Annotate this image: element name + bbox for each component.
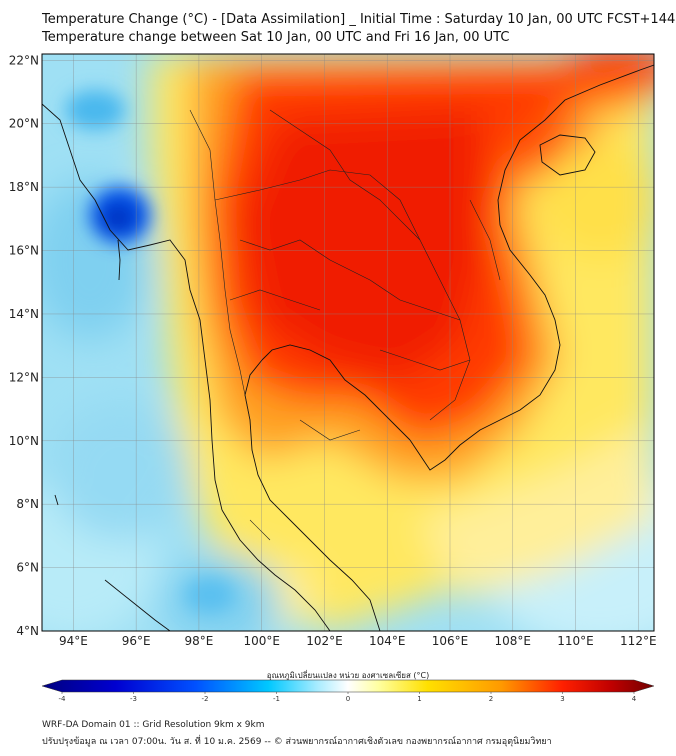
lon-tick-label: 100°E (243, 634, 280, 648)
lat-tick-label: 20°N (9, 117, 39, 131)
lon-tick-label: 102°E (306, 634, 343, 648)
graticule (42, 54, 654, 631)
colorbar-tick-label: -4 (59, 695, 67, 703)
lat-tick-label: 18°N (9, 180, 39, 194)
lon-tick-label: 112°E (620, 634, 657, 648)
lon-tick-label: 110°E (557, 634, 594, 648)
lon-tick-label: 108°E (495, 634, 532, 648)
lat-tick-label: 10°N (9, 434, 39, 448)
country-borders (189, 109, 501, 541)
lat-tick-label: 12°N (9, 370, 39, 384)
coastlines (42, 64, 654, 631)
map-title: Temperature Change (°C) - [Data Assimila… (42, 12, 676, 27)
lon-tick-label: 96°E (122, 634, 151, 648)
footer-model-info: WRF-DA Domain 01 :: Grid Resolution 9km … (42, 720, 265, 730)
lat-tick-label: 6°N (16, 561, 39, 575)
lat-tick-label: 4°N (16, 624, 39, 638)
lon-tick-label: 94°E (59, 634, 88, 648)
colorbar-tick-labels: -4 -3 -2 -1 0 1 2 3 4 (59, 692, 637, 703)
colorbar-title: อุณหภูมิเปลี่ยนแปลง หน่วย องศาเซลเซียส (… (267, 669, 429, 681)
lat-tick-label: 14°N (9, 307, 39, 321)
colorbar-tick-label: 3 (560, 695, 564, 703)
lon-tick-label: 98°E (184, 634, 213, 648)
colorbar-tick-label: -2 (202, 695, 209, 703)
colorbar-tick-label: 1 (417, 695, 421, 703)
lon-tick-label: 104°E (369, 634, 406, 648)
colorbar-tick-label: 2 (489, 695, 493, 703)
lon-tick-label: 106°E (432, 634, 469, 648)
temperature-change-map: 94°E 96°E 98°E 100°E 102°E 104°E 106°E 108°E 110… (9, 53, 657, 703)
footer-credits: ปรับปรุงข้อมูล ณ เวลา 07:00น. วัน ส. ที่… (42, 737, 552, 747)
colorbar-tick-label: -1 (273, 695, 280, 703)
map-subtitle: Temperature change between Sat 10 Jan, 0… (42, 30, 510, 45)
colorbar-tick-label: 4 (632, 695, 637, 703)
lat-tick-label: 8°N (16, 497, 39, 511)
latitude-tick-labels: 22°N 20°N 18°N 16°N 14°N 12°N 10°N 8°N 6°N 4°N (9, 53, 39, 638)
colorbar-tick-label: 0 (346, 695, 350, 703)
map-frame (41, 53, 655, 632)
lat-tick-label: 16°N (9, 244, 39, 258)
longitude-tick-labels: 94°E 96°E 98°E 100°E 102°E 104°E 106°E 108°E 110… (59, 634, 657, 648)
colorbar-tick-label: -3 (130, 695, 137, 703)
colorbar (41, 679, 655, 693)
lat-tick-label: 22°N (9, 53, 39, 67)
temperature-field (42, 54, 654, 631)
